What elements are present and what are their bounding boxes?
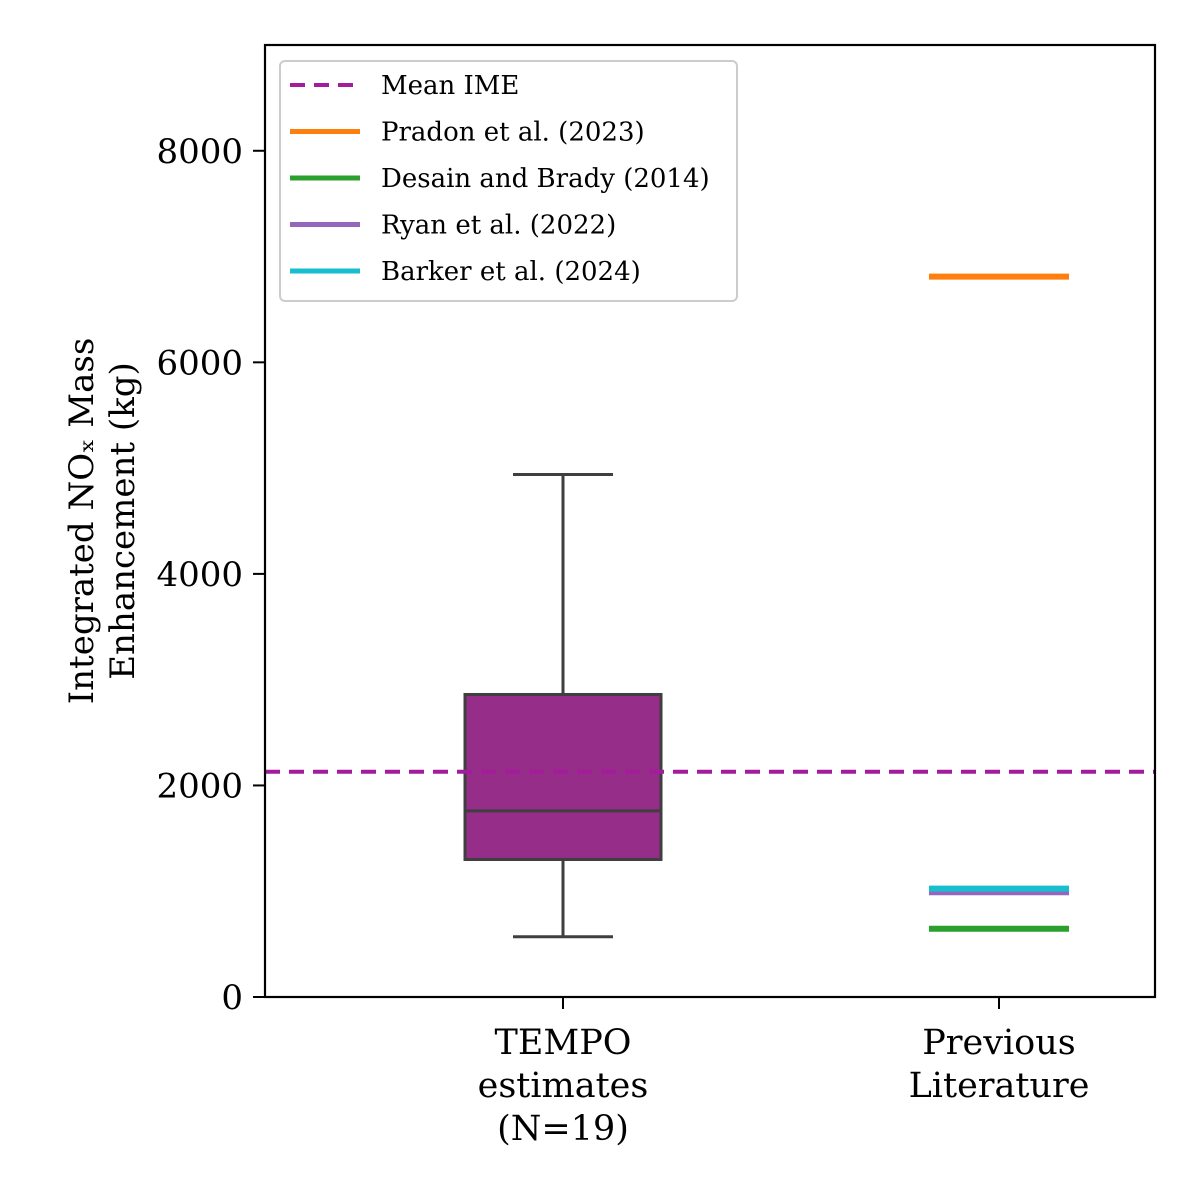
y-tick-label: 6000 bbox=[156, 343, 243, 383]
legend-label: Mean IME bbox=[381, 71, 519, 101]
x-tick-label: TEMPO estimates (N=19) bbox=[478, 1023, 649, 1149]
legend-label: Desain and Brady (2014) bbox=[381, 164, 710, 194]
legend-label: Pradon et al. (2023) bbox=[381, 118, 645, 148]
y-axis-label: Integrated NOₓ MassEnhancement (kg) bbox=[62, 338, 143, 705]
y-tick-label: 0 bbox=[221, 978, 243, 1018]
legend-label: Ryan et al. (2022) bbox=[381, 211, 616, 241]
legend-label: Barker et al. (2024) bbox=[381, 257, 641, 287]
legend-frame bbox=[279, 60, 738, 302]
y-tick-label: 2000 bbox=[156, 766, 243, 806]
y-tick-label: 4000 bbox=[156, 555, 243, 595]
y-tick-label: 8000 bbox=[156, 132, 243, 172]
y-axis: 0 2000 4000 6000 8000 bbox=[156, 132, 265, 1018]
legend: Mean IME Pradon et al. (2023) Desain and B… bbox=[279, 60, 738, 302]
interquartile-box bbox=[463, 692, 663, 861]
x-tick-label: Previous Literature bbox=[909, 1023, 1090, 1106]
x-axis: TEMPO estimates (N=19) Previous Literature bbox=[478, 997, 1090, 1149]
plot-frame bbox=[263, 43, 1157, 999]
chart-marks bbox=[265, 273, 1155, 939]
